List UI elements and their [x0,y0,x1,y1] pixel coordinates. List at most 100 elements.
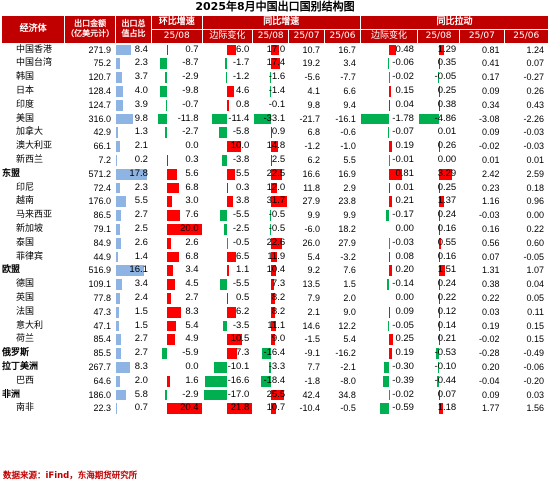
yoy-2508: 31.7 [252,194,290,210]
source-note: 数据来源：iFind，东海期货研究所 [3,471,138,481]
sub-header-pull-2506[interactable]: 25/06 [503,28,550,44]
ring-growth-bar [166,403,202,415]
share-cell: 5.8 [115,387,152,403]
pull-marginal: -0.02 [359,387,418,403]
pull-2508-value: 1.37 [437,195,457,207]
table-row[interactable]: 欧盟 516.9 16.1 3.4 1.1 10.4 9.2 7.6 0.20 1.51 1.31 1… [0,263,550,279]
share-cell: 0.7 [115,401,152,417]
pull-2508-value: 0.12 [437,305,457,317]
yoy-2508-value: 25.5 [266,388,286,400]
table-row[interactable]: 中国香港 271.9 8.4 0.7 6.0 17.0 10.7 16.7 0.48 1.29 0.… [0,42,550,58]
sub-header-pull-2507[interactable]: 25/07 [459,28,505,44]
pull-marginal-value: 0.15 [395,84,414,96]
export-value: 186.0 [64,387,117,403]
col-header-export[interactable]: 出口金额 （亿美元计） [64,15,117,44]
sub-header-yoy-2508[interactable]: 25/08 [252,28,290,44]
yoy-marginal-value: 6.2 [236,305,250,317]
share-bar [116,348,121,359]
yoy-2508-bar [270,334,276,346]
pull-2508: 0.16 [416,221,461,237]
yoy-2508: -18.4 [252,373,290,389]
ring-growth: -5.9 [150,346,203,361]
pull-2508-bar [438,223,440,235]
col-header-ring[interactable]: 环比增速 [150,15,203,30]
share-cell: 2.4 [115,290,152,306]
pull-2506: 0.01 [503,152,550,168]
pull-2508: 0.16 [416,249,461,265]
yoy-marginal-value: -5.8 [232,126,250,138]
yoy-2508: 10.4 [252,263,290,279]
table-row[interactable]: 泰国 84.9 2.6 2.6 -0.5 22.6 26.0 27.9 -0.03 0.55 0.5… [0,235,550,251]
table-row[interactable]: 南非 22.3 0.7 20.4 21.8 10.7 -10.4 -0.5 -0.59 1.18 1… [0,401,550,417]
yoy-2508-bar [270,168,283,180]
table-row[interactable]: 马来西亚 86.5 2.7 7.6 -5.5 -0.5 9.9 9.9 -0.17 0.24 -0.… [0,208,550,223]
pull-marginal-value: -0.14 [392,278,414,290]
pull-marginal-value: 0.01 [395,181,414,193]
table-row[interactable]: 澳大利亚 66.1 2.1 0.0 10.0 14.8 -1.2 -1.0 0.19 0.26 -0… [0,139,550,154]
table-row[interactable]: 意大利 47.1 1.5 5.4 -3.5 11.1 14.6 12.2 -0.05 0.14 0.… [0,318,550,334]
yoy-marginal-value: 1.1 [236,264,250,276]
yoy-marginal-bar [219,127,228,139]
table-row[interactable]: 加拿大 42.9 1.3 -2.7 -5.8 0.9 6.8 -0.6 -0.07 0.01 0.0… [0,125,550,141]
sub-header-ring-2508[interactable]: 25/08 [150,28,203,44]
pull-2507: -0.03 [459,208,505,223]
table-row[interactable]: 韩国 120.7 3.7 -2.9 -1.2 -1.6 -5.6 -7.7 -0.02 -0.05… [0,70,550,85]
table-row[interactable]: 巴西 64.6 2.0 1.6 -16.6 -18.4 -1.8 -8.0 -0.39 -0.44… [0,373,550,389]
sub-header-yoy-2506[interactable]: 25/06 [324,28,361,44]
yoy-2506: 9.9 [324,208,361,223]
yoy-2506: -16.1 [324,111,361,127]
table-row[interactable]: 德国 109.1 3.4 4.5 -5.5 7.3 13.5 1.5 -0.14 0.24 0.38… [0,277,550,292]
pull-2506: 0.22 [503,221,550,237]
table-row[interactable]: 新西兰 7.2 0.2 0.3 -3.8 2.5 6.2 5.5 -0.01 0.00 0.01 0.… [0,152,550,168]
table-row[interactable]: 印尼 72.4 2.3 6.8 0.3 12.0 11.8 2.9 0.01 0.25 0.23 0.… [0,180,550,196]
share-cell: 8.4 [115,42,152,58]
table-row[interactable]: 印度 124.7 3.9 -0.7 0.8 -0.1 9.8 9.4 0.04 0.38 0.34 0… [0,97,550,113]
share-cell: 3.4 [115,277,152,292]
table-row[interactable]: 法国 47.3 1.5 8.3 6.2 8.2 2.1 9.0 0.09 0.12 0.03 0.11 [0,304,550,320]
share-cell: 2.3 [115,56,152,72]
ring-growth-value: -2.7 [182,126,199,138]
table-row[interactable]: 荷兰 85.4 2.7 4.9 10.5 9.0 -1.5 5.4 0.25 0.21 -0.02 0… [0,332,550,348]
pull-marginal-bar [379,403,389,415]
sub-header-yoy-marginal[interactable]: 边际变化 [201,28,254,44]
table-row[interactable]: 中国台湾 75.2 2.3 -8.7 -1.7 17.4 19.2 3.4 -0.06 0.35 0… [0,56,550,72]
pull-2508-bar [438,182,440,194]
table-row[interactable]: 新加坡 79.1 2.5 20.0 -2.5 -0.5 -6.0 18.2 0.00 0.16 0.… [0,221,550,237]
ring-growth: 5.4 [150,318,203,334]
table-row[interactable]: 越南 176.0 5.5 3.0 3.8 31.7 27.9 23.8 0.21 1.37 1.16… [0,194,550,210]
table-row[interactable]: 菲律宾 44.9 1.4 6.8 6.5 11.9 5.4 -3.2 0.08 0.16 0.07-… [0,249,550,265]
pull-2508-value: 0.14 [437,319,457,331]
table-row[interactable]: 美国 316.0 9.8 -11.8 -11.4 -33.1 -21.7 -16.1 -1.78… [0,111,550,127]
share-cell: 4.0 [115,83,152,99]
table-row[interactable]: 拉丁美洲 267.7 8.3 0.0 -10.1 -3.3 7.7 -2.1 -0.30 -0.1… [0,359,550,375]
share-cell: 17.8 [115,166,152,182]
yoy-2508-value: 7.3 [271,278,286,290]
yoy-2508: -0.5 [252,208,290,223]
yoy-2508: -0.1 [252,97,290,113]
yoy-2507: -21.7 [288,111,326,127]
yoy-marginal: 3.8 [201,194,254,210]
share-cell: 2.3 [115,180,152,196]
yoy-2508: -3.3 [252,359,290,375]
col-header-yoy[interactable]: 同比增速 [201,15,361,30]
sub-header-yoy-2507[interactable]: 25/07 [288,28,326,44]
sub-header-pull-marginal[interactable]: 边际变化 [359,28,418,44]
ring-growth-bar [166,265,173,277]
pull-marginal-bar [388,99,390,111]
col-header-share[interactable]: 出口总 值占比 [115,15,152,44]
table-row[interactable]: 俄罗斯 85.5 2.7 -5.9 7.3 -16.4 -9.1 -16.2 0.19 -0.53… [0,346,550,361]
table-row[interactable]: 东盟 571.2 17.8 5.6 5.5 22.5 16.6 16.9 0.81 3.29 2.4… [0,166,550,182]
sub-header-pull-2508[interactable]: 25/08 [416,28,461,44]
col-header-pull[interactable]: 同比拉动 [359,15,550,30]
yoy-marginal-value: 21.8 [230,402,250,414]
table-row[interactable]: 英国 77.8 2.4 2.7 0.5 8.2 7.9 2.0 0.00 0.22 0.22 0.05 [0,290,550,306]
pull-2506: 0.60 [503,235,550,251]
share-value: 2.7 [134,333,148,345]
yoy-marginal-bar [211,113,228,125]
economy-name: 拉丁美洲 [0,359,66,375]
table-row[interactable]: 日本 128.4 4.0 -9.8 4.6 -1.4 4.1 6.6 0.15 0.25 0.09 0… [0,83,550,99]
table-row[interactable]: 非洲 186.0 5.8 -2.9 -17.0 25.5 42.4 34.8 -0.02 0.07… [0,387,550,403]
pull-2508: 0.38 [416,97,461,113]
col-header-name[interactable]: 经济体 [0,15,66,44]
pull-marginal: -0.30 [359,359,418,375]
